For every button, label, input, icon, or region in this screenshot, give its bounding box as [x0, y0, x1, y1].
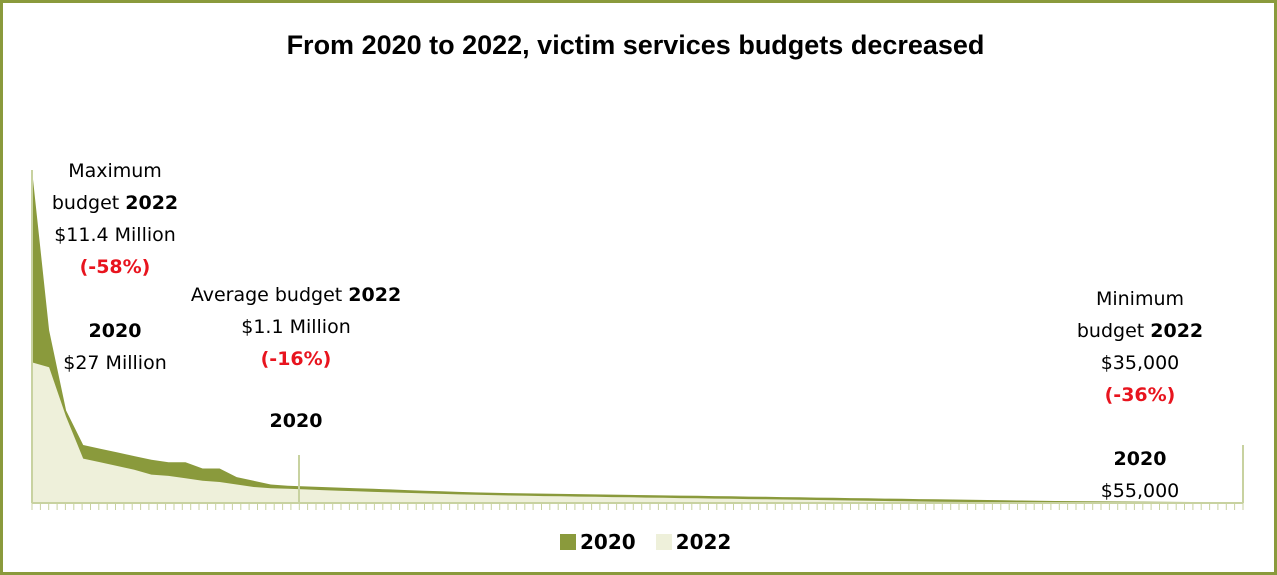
legend-swatch-2020 [560, 534, 576, 550]
avg-prev-year: 2020 [269, 410, 323, 432]
max-annotation: Maximum budget 2022 $11.4 Million (-58%) [40, 155, 190, 283]
min-change: (-36%) [1104, 384, 1176, 406]
legend-swatch-2022 [655, 534, 672, 550]
legend-item-2020: 2020 [560, 530, 636, 554]
area-2020 [32, 170, 1243, 503]
avg-prev-annotation: 2020 [246, 405, 346, 437]
min-annotation: Minimum budget 2022 $35,000 (-36%) [1070, 283, 1210, 411]
max-change: (-58%) [79, 256, 151, 278]
area-2022 [32, 362, 1243, 503]
max-value: $11.4 Million [54, 224, 176, 246]
avg-change: (-16%) [260, 348, 332, 370]
legend-item-2022: 2022 [655, 530, 732, 554]
avg-annotation: Average budget 2022 $1.1 Million (-16%) [176, 279, 416, 375]
max-prev-annotation: 2020 $27 Million [40, 315, 190, 379]
legend-label-2020: 2020 [580, 530, 636, 554]
avg-value: $1.1 Million [241, 316, 351, 338]
min-value: $35,000 [1100, 352, 1180, 374]
max-label-line1: Maximum [68, 160, 162, 182]
legend-label-2022: 2022 [675, 530, 732, 554]
min-label-line2: budget 2022 [1076, 320, 1204, 342]
avg-label-line1: Average budget 2022 [190, 284, 402, 306]
min-prev-annotation: 2020 $55,000 [1080, 443, 1200, 507]
chart-title: From 2020 to 2022, victim services budge… [286, 30, 985, 60]
min-prev-year: 2020 [1113, 448, 1167, 470]
chart-legend: 2020 2022 [560, 530, 751, 554]
min-prev-value: $55,000 [1100, 480, 1180, 502]
max-prev-value: $27 Million [63, 352, 167, 374]
max-label-line2: budget 2022 [51, 192, 179, 214]
min-label-line1: Minimum [1095, 288, 1185, 310]
max-prev-year: 2020 [88, 320, 142, 342]
